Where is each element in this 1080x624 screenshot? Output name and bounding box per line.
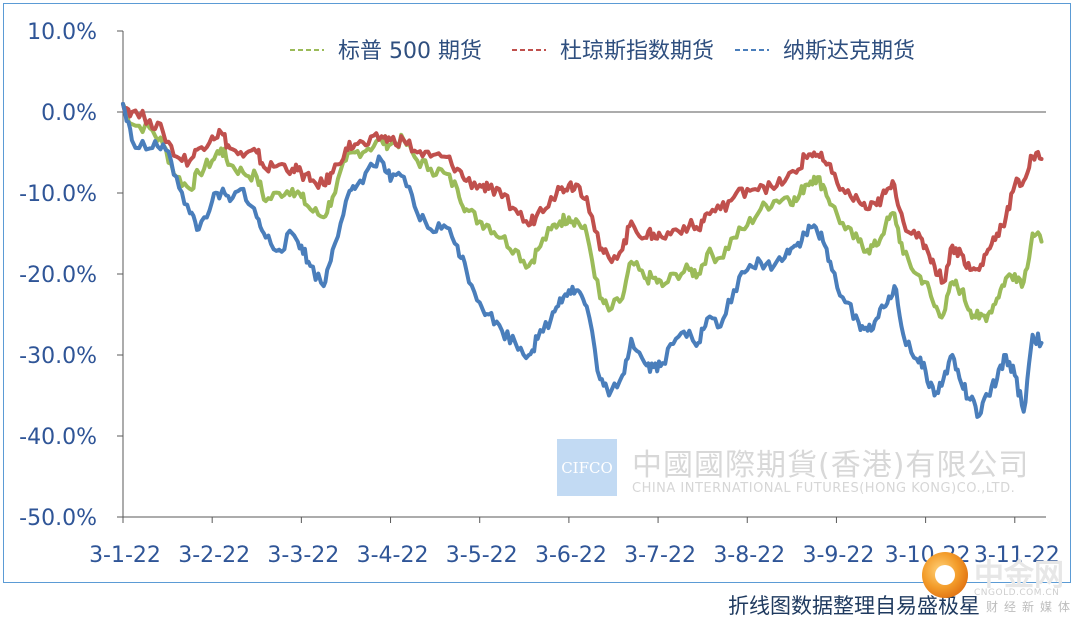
x-tick-label: 3-8-22 (713, 543, 785, 568)
y-tick-label: -20.0% (19, 263, 97, 288)
cngold-coin-icon (922, 552, 968, 598)
series-line (121, 101, 1044, 285)
x-tick-label: 3-5-22 (446, 543, 518, 568)
source-note: 折线图数据整理自易盛极星 (728, 594, 980, 618)
x-axis-ticks: 3-1-22 3-2-22 3-3-22 3-4-22 3-5-22 3-6-22 3-7-… (89, 517, 1060, 568)
y-axis-ticks: 10.0% 0.0% -10.0% -20.0% -30.0% -40.0% -50.0% (19, 20, 123, 531)
cngold-name: 中金网 (974, 558, 1064, 593)
x-tick-label: 3-7-22 (624, 543, 696, 568)
y-tick-label: -50.0% (19, 506, 97, 531)
series-lines (121, 101, 1044, 419)
y-tick-label: -40.0% (19, 425, 97, 450)
legend-label: 杜琼斯指数期货 (560, 39, 714, 64)
x-tick-label: 3-11-22 (974, 543, 1060, 568)
watermark-company-english: CHINA INTERNATIONAL FUTURES(HONG KONG)CO… (632, 481, 1016, 496)
line-chart: 10.0%0.0%-10.0%-20.0%-30.0%-40.0%-50.0% … (19, 20, 1060, 568)
y-tick-label: 0.0% (41, 101, 97, 126)
series-line (121, 101, 1044, 419)
legend: 标普 500 期货 杜琼斯指数期货 纳斯达克期货 (290, 39, 915, 64)
watermark-company-name: 中國國際期貨(香港)有限公司 (632, 448, 1030, 483)
legend-label: 纳斯达克期货 (783, 39, 915, 64)
y-tick-label: -10.0% (19, 182, 97, 207)
cngold-domain: CNGOLD.COM.CN (974, 588, 1060, 598)
x-tick-label: 3-9-22 (802, 543, 874, 568)
x-tick-label: 3-4-22 (357, 543, 429, 568)
x-tick-label: 3-1-22 (89, 543, 161, 568)
series-line (121, 101, 1044, 324)
legend-label: 标普 500 期货 (338, 39, 482, 64)
x-tick-label: 3-2-22 (178, 543, 250, 568)
y-tick-label: -30.0% (19, 344, 97, 369)
x-tick-label: 3-6-22 (535, 543, 607, 568)
cngold-tagline: 财经新媒体 (986, 600, 1077, 614)
cifco-watermark-logo: CIFCO (557, 439, 617, 496)
x-tick-label: 3-3-22 (267, 543, 339, 568)
y-tick-label: 10.0% (27, 20, 97, 45)
cngold-logo: 中金网 CNGOLD.COM.CN 财经新媒体 (922, 548, 1072, 620)
